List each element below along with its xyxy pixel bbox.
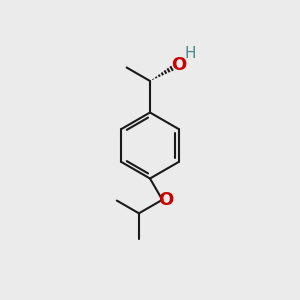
Text: O: O — [171, 56, 186, 74]
Text: H: H — [184, 46, 196, 61]
Text: O: O — [158, 191, 173, 209]
